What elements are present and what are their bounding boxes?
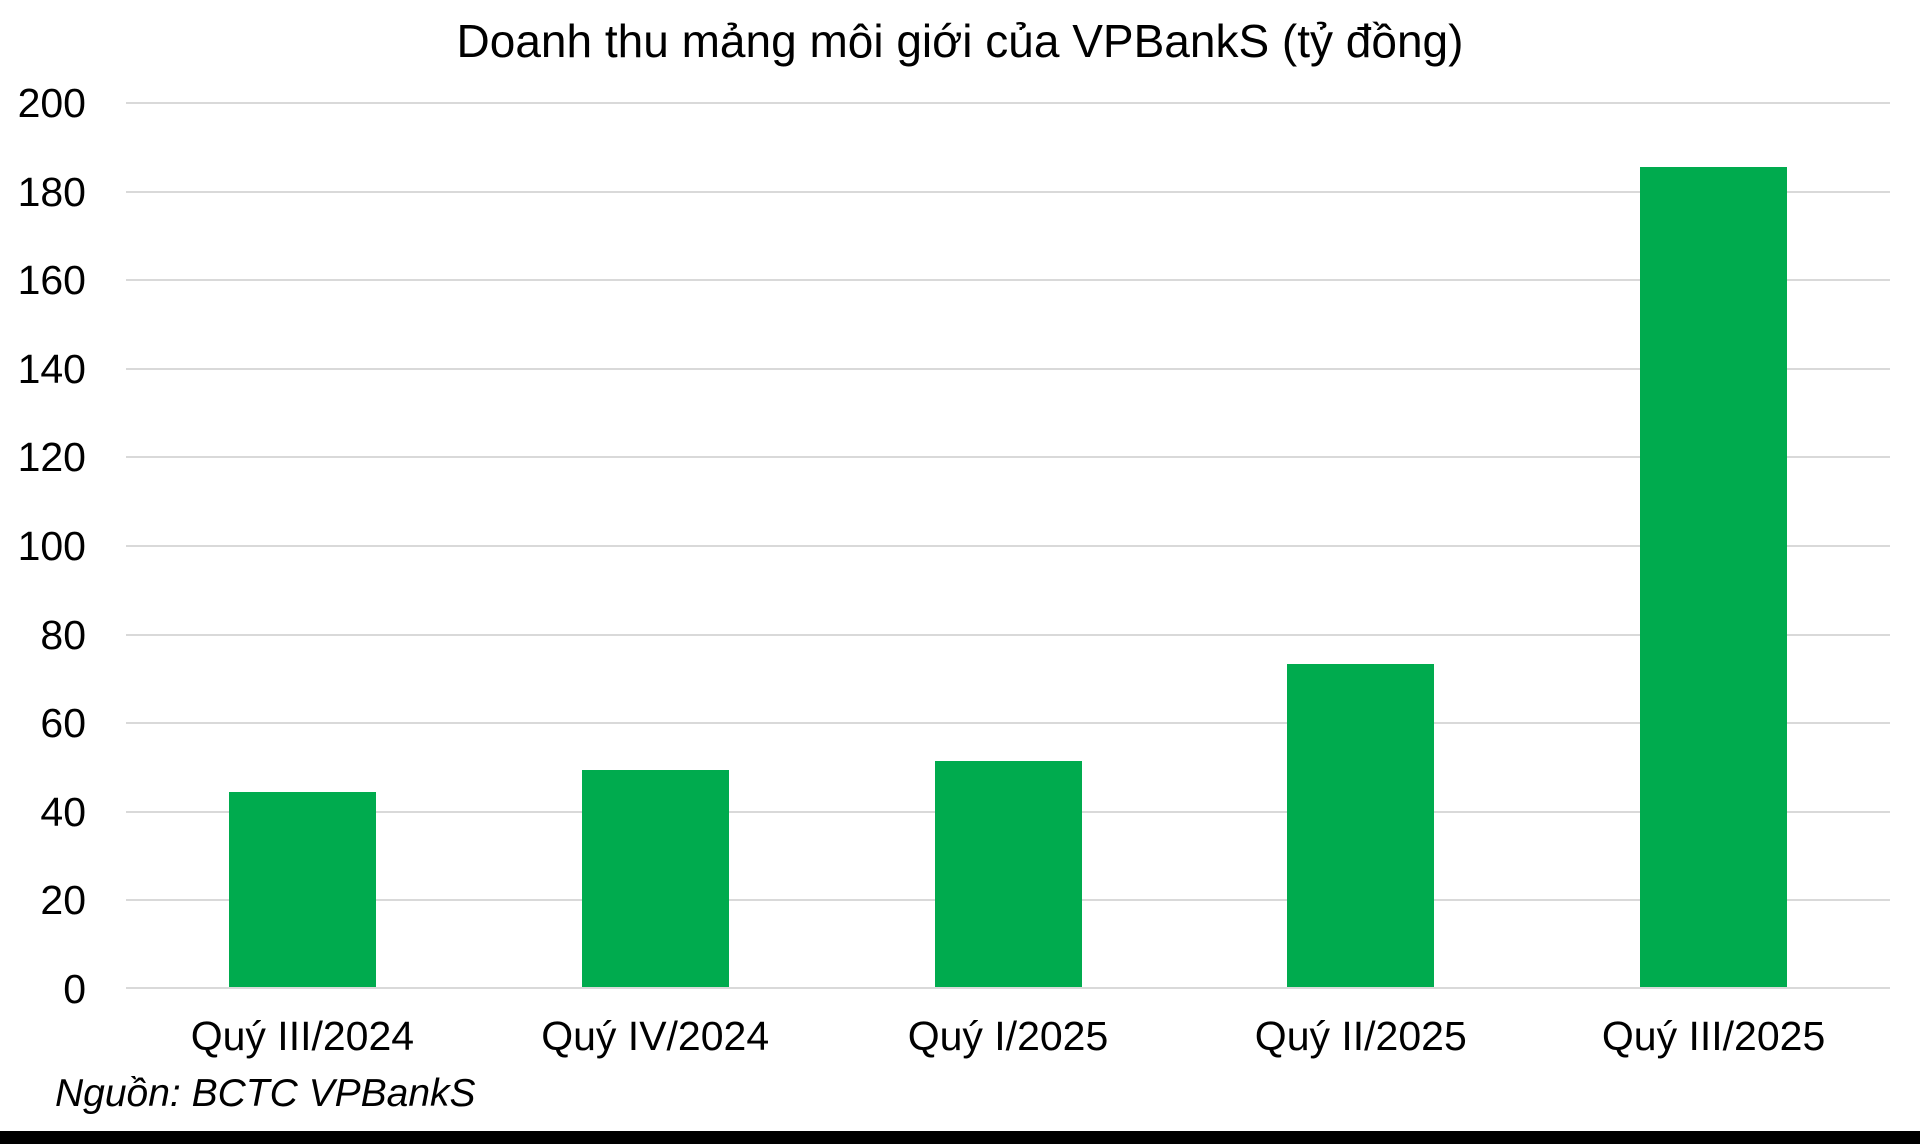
y-tick-label: 40 [40, 788, 86, 835]
plot-area [126, 102, 1890, 989]
x-axis: Quý III/2024 Quý IV/2024 Quý I/2025 Quý II/… [126, 1008, 1890, 1064]
bar-4 [1287, 663, 1435, 987]
y-tick-label: 20 [40, 877, 86, 924]
bar-3 [934, 761, 1082, 987]
y-tick-label: 80 [40, 611, 86, 658]
y-tick-label: 100 [17, 523, 86, 569]
gridline-80 [126, 633, 1890, 636]
source-note: Nguồn: BCTC VPBankS [55, 1072, 476, 1115]
gridline-0 [126, 987, 1890, 989]
y-tick-label: 120 [17, 434, 86, 481]
bar-2 [581, 769, 729, 987]
gridline-120 [126, 456, 1890, 459]
gridline-100 [126, 545, 1890, 547]
gridline-200 [126, 102, 1890, 104]
y-tick-label: 180 [17, 168, 86, 215]
y-tick-label: 200 [17, 80, 86, 126]
x-tick-label: Quý IV/2024 [541, 1013, 770, 1059]
y-tick-label: 140 [17, 345, 86, 392]
x-tick-label: Quý II/2025 [1254, 1013, 1467, 1059]
y-tick-label: 0 [63, 966, 86, 1012]
y-axis: 0 20 40 60 80 100 120 140 160 180 200 [0, 80, 86, 1012]
gridline-160 [126, 279, 1890, 282]
y-tick-label: 60 [40, 700, 86, 747]
chart-title: Doanh thu mảng môi giới của VPBankS (tỷ … [456, 15, 1464, 67]
x-tick-label: Quý I/2025 [907, 1013, 1109, 1059]
bottom-border-bar [0, 1131, 1920, 1144]
x-tick-label: Quý III/2024 [190, 1013, 415, 1059]
gridline-140 [126, 367, 1890, 370]
y-tick-label: 160 [17, 257, 86, 304]
x-tick-label: Quý III/2025 [1601, 1013, 1826, 1059]
gridline-180 [126, 190, 1890, 193]
bar-1 [228, 792, 376, 987]
bar-5 [1640, 167, 1788, 987]
gridline-60 [126, 722, 1890, 725]
